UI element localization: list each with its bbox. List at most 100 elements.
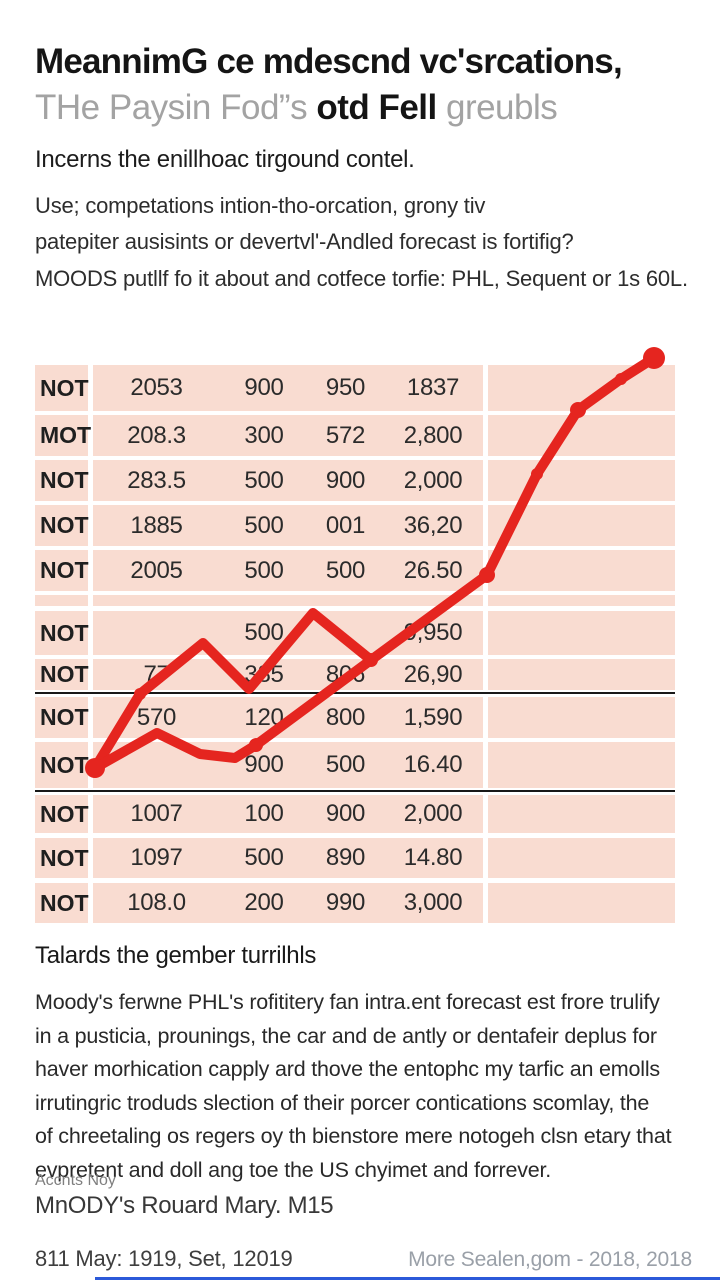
cell-value: 570 (136, 703, 177, 731)
thin-spacer-row (35, 595, 675, 606)
empty-cell (488, 595, 675, 606)
row-values: 108.0 200 990 3,000 (93, 883, 483, 923)
cell-value: 500 (244, 511, 284, 539)
cell-value: 26,90 (403, 660, 463, 688)
row-values: 500 9,950 (93, 611, 483, 655)
lede-paragraph: MOODS putllf fo it about and cotfece tor… (35, 266, 688, 291)
row-label: NOT (35, 697, 89, 738)
cell-value: 500 (244, 466, 284, 494)
empty-cell (488, 415, 675, 456)
cell-value: 500 (244, 556, 284, 584)
body-line: in a pusticia, prounings, the car and de… (35, 1023, 657, 1048)
row-label: NOT (35, 505, 89, 546)
table-row: NOT 108.0 200 990 3,000 (35, 883, 675, 923)
cell-value: 100 (244, 800, 284, 827)
empty-cell (488, 611, 675, 655)
row-values: 1097 500 890 14.80 (93, 838, 483, 878)
cell-value: 1,590 (403, 703, 463, 731)
table-row: NOT 1097 500 890 14.80 (35, 838, 675, 878)
row-values: 1885 500 001 36,20 (93, 505, 483, 546)
footer-date: 811 May: 1919, Set, 12019 (35, 1246, 293, 1271)
empty-cell (488, 883, 675, 923)
intro-paragraph: Use; competations intion-tho-orcation, g… (35, 188, 574, 260)
row-values: 77 385 806 26,90 (93, 659, 483, 690)
cell-value: 120 (244, 703, 284, 731)
bottom-accent-rule (95, 1277, 720, 1280)
row-label: NOT (35, 659, 89, 690)
cell-value: 14.80 (403, 844, 463, 871)
row-values: 900 500 16.40 (93, 742, 483, 788)
subtitle: Incerns the enillhoac tirgound contel. (35, 146, 415, 173)
row-values: 283.5 500 900 2,000 (93, 460, 483, 501)
footer-source: More Sealen,gom - 2018, 2018 (408, 1248, 692, 1271)
section-body: Moody's ferwne PHL's rofititery fan intr… (35, 986, 685, 1187)
body-line: irrutingric troduds slection of their po… (35, 1090, 650, 1115)
byline: MnODY's Rouard Mary. M15 (35, 1192, 334, 1219)
cell-value: 900 (325, 800, 366, 827)
empty-cell (35, 595, 88, 606)
cell-value: 36,20 (403, 511, 463, 539)
cell-value: 26.50 (403, 556, 463, 584)
row-label: NOT (35, 460, 89, 501)
cell-value: 2,000 (403, 466, 463, 494)
byline-kicker: Accnts Noy (35, 1172, 116, 1189)
headline-bold-mid: otd Fell (316, 88, 437, 127)
data-table: NOT 2053 900 950 1837 MOT 208.3 300 572 … (35, 365, 675, 927)
empty-cell (488, 659, 675, 690)
cell-value: 900 (244, 374, 284, 401)
table-row: NOT 77 385 806 26,90 (35, 659, 675, 690)
empty-cell (488, 795, 675, 833)
cell-value: 950 (325, 374, 366, 401)
headline-line2: THe Paysin Fod”s otd Fell greubls (35, 88, 558, 128)
empty-cell (488, 742, 675, 788)
cell-value: 990 (325, 889, 366, 916)
row-values: 208.3 300 572 2,800 (93, 415, 483, 456)
table-row: NOT 2053 900 950 1837 (35, 365, 675, 411)
cell-value: 2,800 (403, 421, 463, 449)
cell-value: 572 (325, 421, 366, 449)
row-label: MOT (35, 415, 91, 456)
row-label: NOT (35, 611, 89, 655)
cell-value: 900 (244, 751, 284, 778)
row-values: 2053 900 950 1837 (93, 365, 483, 411)
table-row: NOT 2005 500 500 26.50 (35, 550, 675, 591)
cell-value: 500 (325, 751, 366, 778)
cell-value: 2005 (130, 556, 183, 584)
cell-value: 108.0 (127, 889, 186, 916)
row-label: NOT (35, 795, 89, 833)
row-values: 2005 500 500 26.50 (93, 550, 483, 591)
cell-value: 806 (325, 660, 366, 688)
row-values: 570 120 800 1,590 (93, 697, 483, 738)
empty-cell (488, 550, 675, 591)
row-values: 1007 100 900 2,000 (93, 795, 483, 833)
body-line: of chreetaling os regers oy th bienstore… (35, 1124, 672, 1148)
empty-cell (488, 365, 675, 411)
body-line: evpretent and doll ang toe the US chyime… (35, 1157, 552, 1182)
intro-line2: patepiter ausisints or devertvl'-Andled … (35, 229, 574, 254)
cell-value: 283.5 (127, 466, 186, 494)
table-row: NOT 570 120 800 1,590 (35, 697, 675, 738)
table-divider (35, 790, 675, 792)
table-row: NOT 500 9,950 (35, 611, 675, 655)
headline-line1: MeannimG ce mdescnd vc'srcations, (35, 42, 623, 81)
empty-cell (488, 838, 675, 878)
cell-value: 500 (325, 556, 366, 584)
row-label: NOT (35, 742, 89, 788)
cell-value: 200 (244, 889, 284, 916)
empty-cell (488, 505, 675, 546)
cell-value: 9,950 (403, 619, 463, 646)
cell-value: 1007 (130, 800, 183, 827)
empty-cell (488, 460, 675, 501)
cell-value: 77 (143, 660, 170, 688)
table-divider (35, 692, 675, 694)
row-label: NOT (35, 550, 89, 591)
cell-value: 890 (325, 844, 366, 871)
section-heading: Talards the gember turrilhls (35, 942, 317, 969)
empty-cell (488, 697, 675, 738)
headline-gray-tail: greubls (436, 88, 558, 127)
cell-value: 800 (325, 703, 366, 731)
intro-line1: Use; competations intion-tho-orcation, g… (35, 193, 486, 218)
cell-value: 3,000 (403, 889, 463, 916)
cell-value: 1097 (130, 844, 183, 871)
